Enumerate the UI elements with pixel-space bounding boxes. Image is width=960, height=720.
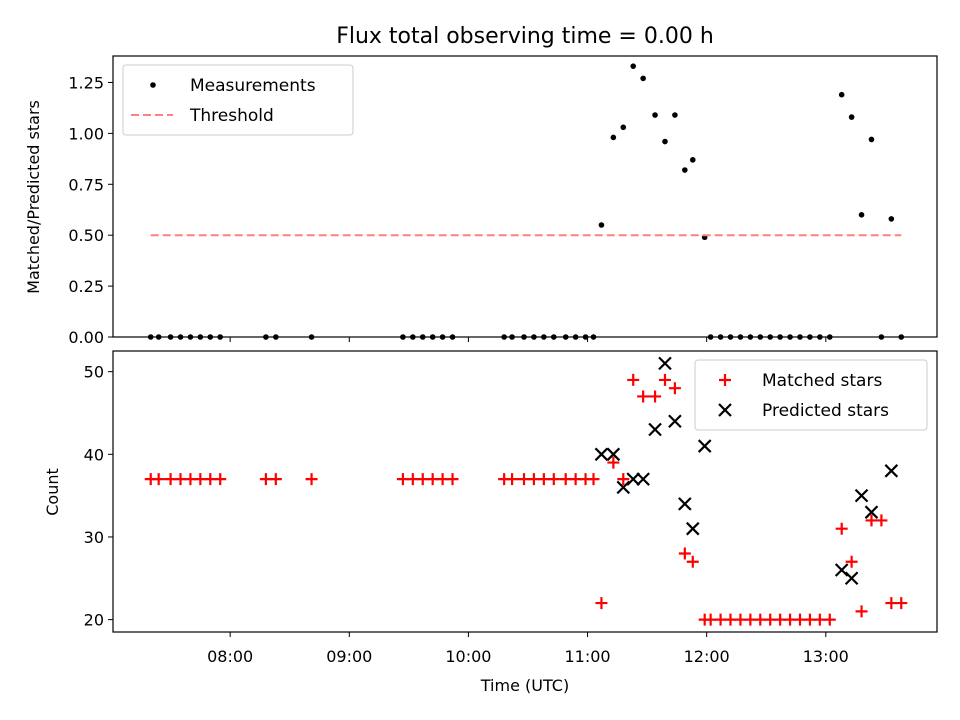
x-tick-label: 08:00 xyxy=(207,647,253,666)
y-tick-label: 1.00 xyxy=(68,124,104,143)
measurement-point xyxy=(858,212,865,218)
matched-stars-point xyxy=(658,373,671,386)
legend-matched-swatch xyxy=(719,374,731,386)
matched-stars-point xyxy=(595,597,608,610)
y-tick-label: 50 xyxy=(84,363,104,382)
x-tick-label: 10:00 xyxy=(445,647,491,666)
predicted-stars-point xyxy=(697,439,712,453)
predicted-stars-point xyxy=(686,521,700,536)
legend-label: Predicted stars xyxy=(762,401,889,421)
matched-stars-point xyxy=(305,473,318,486)
y-tick-label: 30 xyxy=(84,528,104,547)
matched-stars-point xyxy=(506,473,519,486)
matched-stars-point xyxy=(446,473,459,486)
predicted-stars-point xyxy=(648,422,662,437)
matched-stars-point xyxy=(835,522,848,535)
predicted-stars-point xyxy=(636,472,650,486)
axes-frame xyxy=(112,350,938,633)
predicted-stars-point xyxy=(606,447,621,462)
y-tick-label: 0.00 xyxy=(68,328,104,347)
measurement-point xyxy=(682,167,688,173)
x-tick-label: 12:00 xyxy=(684,647,730,666)
measurement-point xyxy=(610,134,617,141)
matched-stars-point xyxy=(547,473,560,486)
chart-title: Flux total observing time = 0.00 h xyxy=(336,24,714,49)
matched-stars-point xyxy=(269,473,282,486)
matched-stars-point xyxy=(587,473,600,486)
matched-stars-point xyxy=(668,382,681,395)
predicted-stars-point xyxy=(854,488,869,503)
measurement-point xyxy=(630,63,637,69)
matched-stars-point xyxy=(895,597,908,610)
measurement-point xyxy=(652,112,658,118)
x-tick-label: 11:00 xyxy=(564,647,610,666)
measurement-point xyxy=(848,114,855,120)
axes-frame xyxy=(112,55,938,338)
matched-stars-point xyxy=(875,514,888,527)
predicted-stars-point xyxy=(594,447,609,462)
y-tick-label: 0.75 xyxy=(68,175,104,194)
legend-box xyxy=(122,64,354,136)
y-tick-label: 0.50 xyxy=(68,226,104,245)
predicted-stars-point xyxy=(668,414,682,429)
predicted-stars-point xyxy=(616,480,631,495)
legend-measurements-swatch xyxy=(150,82,156,88)
matched-stars-point xyxy=(649,390,662,403)
matched-stars-point xyxy=(678,547,691,560)
x-tick-label: 09:00 xyxy=(326,647,372,666)
matched-stars-point xyxy=(823,613,836,626)
measurement-point xyxy=(672,112,678,118)
matched-stars-point xyxy=(617,473,630,486)
y-tick-label: 1.25 xyxy=(68,73,104,92)
measurement-point xyxy=(888,216,895,222)
predicted-stars-point xyxy=(884,464,899,478)
y-tick-label: 20 xyxy=(84,611,104,630)
bottom-panel: 20 30 40 50 08:00 09:00 10:00 11:00 12:00 13:00 Ma… xyxy=(84,350,938,666)
predicted-stars-point xyxy=(626,472,640,486)
bottom-y-axis-label: Count xyxy=(43,468,62,516)
measurement-point xyxy=(640,75,646,82)
x-axis-label: Time (UTC) xyxy=(480,676,569,695)
measurement-point xyxy=(620,124,627,131)
measurement-point xyxy=(662,138,668,145)
y-tick-label: 40 xyxy=(84,445,104,464)
matched-stars-point xyxy=(855,605,868,618)
legend-label: Matched stars xyxy=(762,371,882,391)
matched-stars-point xyxy=(152,473,165,486)
matched-stars-point xyxy=(214,473,227,486)
predicted-stars-point xyxy=(834,563,849,577)
top-y-axis-label: Matched/Predicted stars xyxy=(24,100,43,294)
measurement-point xyxy=(598,222,605,228)
y-tick-label: 0.25 xyxy=(68,277,104,296)
top-panel: 0.00 0.25 0.50 0.75 1.00 1.25 Measurements Thre… xyxy=(68,55,938,347)
measurement-point xyxy=(689,157,696,163)
measurement-point xyxy=(838,91,845,98)
predicted-stars-point xyxy=(864,505,879,519)
legend-box xyxy=(694,359,928,431)
predicted-stars-point xyxy=(844,571,859,586)
predicted-stars-point xyxy=(658,356,672,371)
predicted-stars-point xyxy=(678,497,692,511)
matched-stars-point xyxy=(607,456,620,469)
matched-stars-point xyxy=(845,555,858,568)
matched-stars-point xyxy=(686,555,699,568)
legend-label: Measurements xyxy=(190,76,316,96)
legend-predicted-swatch xyxy=(718,403,732,417)
legend-label: Threshold xyxy=(189,106,274,126)
matched-stars-point xyxy=(627,373,640,386)
x-tick-label: 13:00 xyxy=(803,647,849,666)
matched-stars-point xyxy=(637,390,650,403)
measurement-point xyxy=(868,136,875,143)
